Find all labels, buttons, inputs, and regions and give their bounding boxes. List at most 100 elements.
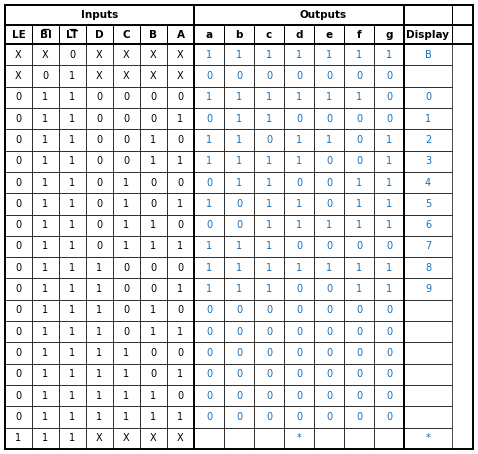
- Bar: [404, 172, 452, 193]
- Text: 0: 0: [123, 156, 130, 166]
- Bar: [254, 87, 284, 108]
- Bar: [32, 129, 59, 151]
- Bar: [224, 44, 254, 65]
- Bar: [284, 215, 314, 236]
- Text: X: X: [177, 433, 184, 444]
- Text: 0: 0: [206, 348, 212, 358]
- Bar: [113, 428, 140, 449]
- Text: B: B: [150, 30, 157, 39]
- Bar: [167, 321, 194, 342]
- Bar: [284, 129, 314, 151]
- Text: 0: 0: [97, 220, 103, 230]
- Bar: [344, 25, 374, 44]
- Text: 0: 0: [296, 348, 302, 358]
- Text: 0: 0: [296, 71, 302, 81]
- Text: LE: LE: [11, 30, 25, 39]
- Text: 0: 0: [97, 156, 103, 166]
- Text: 0: 0: [15, 263, 22, 273]
- Text: 1: 1: [69, 178, 76, 188]
- Bar: [194, 278, 224, 300]
- Bar: [113, 215, 140, 236]
- Bar: [374, 342, 404, 364]
- Text: 2: 2: [425, 135, 431, 145]
- Bar: [254, 364, 284, 385]
- Bar: [5, 278, 32, 300]
- Bar: [140, 25, 167, 44]
- Bar: [404, 129, 452, 151]
- Bar: [254, 278, 284, 300]
- Text: 1: 1: [326, 135, 332, 145]
- Bar: [113, 257, 140, 278]
- Bar: [32, 300, 59, 321]
- Bar: [113, 321, 140, 342]
- Bar: [86, 87, 113, 108]
- Bar: [167, 25, 194, 44]
- Bar: [374, 151, 404, 172]
- Text: 0: 0: [356, 370, 362, 380]
- Bar: [254, 236, 284, 257]
- Text: 1: 1: [266, 49, 272, 59]
- Bar: [314, 193, 344, 215]
- Text: 1: 1: [69, 263, 76, 273]
- Bar: [194, 44, 224, 65]
- Text: 1: 1: [386, 49, 392, 59]
- Text: 0: 0: [356, 135, 362, 145]
- Text: 0: 0: [177, 391, 184, 401]
- Text: 0: 0: [296, 114, 302, 123]
- Bar: [113, 278, 140, 300]
- Bar: [86, 364, 113, 385]
- Bar: [224, 342, 254, 364]
- Text: X: X: [150, 433, 157, 444]
- Bar: [167, 129, 194, 151]
- Text: 1: 1: [151, 220, 157, 230]
- Text: 1: 1: [97, 348, 103, 358]
- Bar: [224, 300, 254, 321]
- Text: 1: 1: [69, 306, 76, 316]
- Text: 1: 1: [177, 284, 184, 294]
- Bar: [194, 257, 224, 278]
- Bar: [59, 172, 86, 193]
- Bar: [59, 257, 86, 278]
- Text: 1: 1: [43, 178, 49, 188]
- Bar: [254, 215, 284, 236]
- Text: 1: 1: [177, 327, 184, 337]
- Text: 1: 1: [356, 263, 362, 273]
- Text: 1: 1: [386, 284, 392, 294]
- Bar: [374, 129, 404, 151]
- Text: 1: 1: [69, 370, 76, 380]
- Text: 1: 1: [326, 92, 332, 102]
- Text: 0: 0: [97, 199, 103, 209]
- Bar: [59, 151, 86, 172]
- Text: 0: 0: [296, 242, 302, 252]
- Bar: [224, 129, 254, 151]
- Bar: [284, 172, 314, 193]
- Bar: [374, 193, 404, 215]
- Bar: [5, 321, 32, 342]
- Bar: [404, 236, 452, 257]
- Bar: [344, 342, 374, 364]
- Bar: [374, 236, 404, 257]
- Text: 0: 0: [386, 391, 392, 401]
- Bar: [404, 25, 452, 44]
- Bar: [224, 278, 254, 300]
- Bar: [140, 257, 167, 278]
- Text: 1: 1: [356, 92, 362, 102]
- Bar: [5, 385, 32, 406]
- Text: 1: 1: [356, 220, 362, 230]
- Text: X: X: [96, 71, 103, 81]
- Bar: [140, 193, 167, 215]
- Bar: [344, 385, 374, 406]
- Text: 1: 1: [177, 242, 184, 252]
- Text: X: X: [177, 49, 184, 59]
- Bar: [284, 44, 314, 65]
- Bar: [194, 193, 224, 215]
- Bar: [344, 215, 374, 236]
- Text: 0: 0: [326, 284, 332, 294]
- Text: 0: 0: [266, 391, 272, 401]
- Text: b: b: [235, 30, 243, 39]
- Bar: [86, 108, 113, 129]
- Text: 1: 1: [43, 412, 49, 422]
- Text: 0: 0: [206, 220, 212, 230]
- Text: 1: 1: [151, 156, 157, 166]
- Text: 1: 1: [206, 242, 212, 252]
